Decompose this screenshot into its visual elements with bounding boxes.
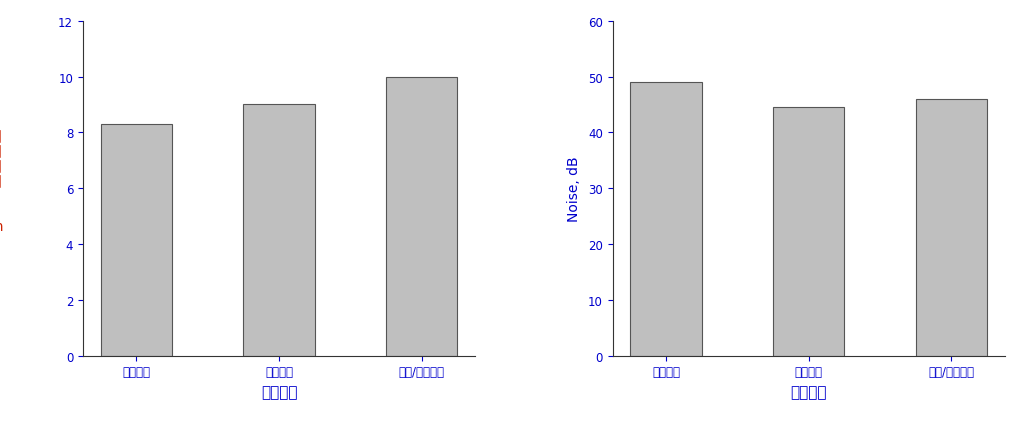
X-axis label: 토출유로: 토출유로 <box>261 384 297 399</box>
Y-axis label: Noise, dB: Noise, dB <box>567 156 581 221</box>
Bar <box>773 108 844 356</box>
Bar <box>100 125 172 356</box>
Bar <box>243 105 315 356</box>
X-axis label: 토출유로: 토출유로 <box>790 384 827 399</box>
Bar <box>916 100 987 356</box>
Text: 청
정
면
적
,
 
m
²: 청 정 면 적 , m ² <box>0 129 3 249</box>
Bar <box>630 83 701 356</box>
Bar <box>386 77 458 356</box>
